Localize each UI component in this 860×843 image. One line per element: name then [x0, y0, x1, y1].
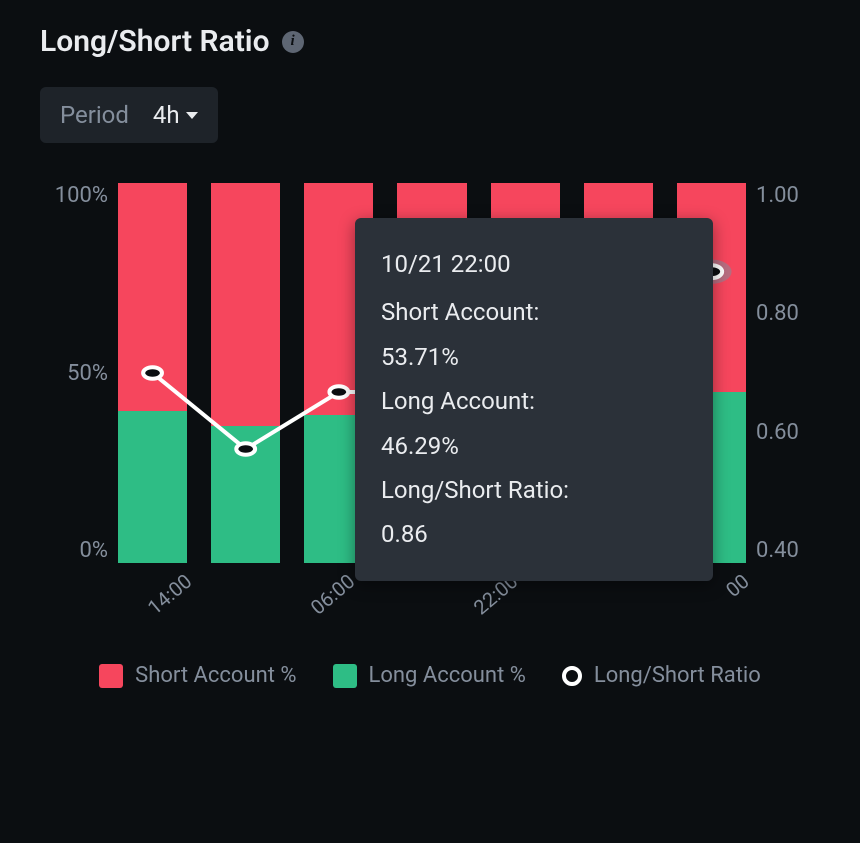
tooltip-short-value: 53.71% — [381, 335, 687, 379]
period-value[interactable]: 4h — [153, 101, 198, 129]
x-tick: 00 — [721, 569, 754, 602]
y-left-tick: 0% — [80, 538, 108, 563]
period-selector[interactable]: Period 4h — [40, 87, 218, 143]
chart-panel: Long/Short Ratio i Period 4h 100% 50% 0%… — [0, 0, 860, 843]
y-right-tick: 0.40 — [756, 538, 799, 563]
ratio-marker[interactable] — [329, 386, 348, 397]
y-right-tick: 1.00 — [756, 183, 799, 208]
swatch-short — [99, 664, 123, 688]
period-label: Period — [60, 101, 129, 129]
tooltip: 10/21 22:00 Short Account: 53.71% Long A… — [355, 218, 713, 581]
ratio-marker[interactable] — [143, 367, 162, 378]
tooltip-ratio-label: Long/Short Ratio: — [381, 468, 687, 512]
header: Long/Short Ratio i — [40, 24, 820, 59]
y-axis-left: 100% 50% 0% — [40, 183, 118, 563]
tooltip-time: 10/21 22:00 — [381, 242, 687, 286]
legend: Short Account % Long Account % Long/Shor… — [40, 663, 820, 688]
y-left-tick: 100% — [55, 183, 108, 208]
tooltip-long-value: 46.29% — [381, 424, 687, 468]
y-right-tick: 0.60 — [756, 420, 799, 445]
x-tick: 14:00 — [142, 569, 196, 619]
swatch-long — [333, 664, 357, 688]
chart-title: Long/Short Ratio — [40, 24, 270, 59]
legend-ratio[interactable]: Long/Short Ratio — [562, 663, 761, 688]
info-icon[interactable]: i — [282, 31, 304, 53]
y-right-tick: 0.80 — [756, 301, 799, 326]
tooltip-short-label: Short Account: — [381, 290, 687, 334]
ratio-marker[interactable] — [236, 443, 255, 454]
legend-long[interactable]: Long Account % — [333, 663, 526, 688]
y-axis-right: 1.00 0.80 0.60 0.40 — [746, 183, 820, 563]
x-tick: 06:00 — [306, 569, 360, 619]
chevron-down-icon — [186, 112, 198, 119]
tooltip-ratio-value: 0.86 — [381, 512, 687, 556]
tooltip-long-label: Long Account: — [381, 379, 687, 423]
swatch-ratio — [562, 666, 582, 686]
legend-short[interactable]: Short Account % — [99, 663, 296, 688]
y-left-tick: 50% — [67, 361, 108, 386]
